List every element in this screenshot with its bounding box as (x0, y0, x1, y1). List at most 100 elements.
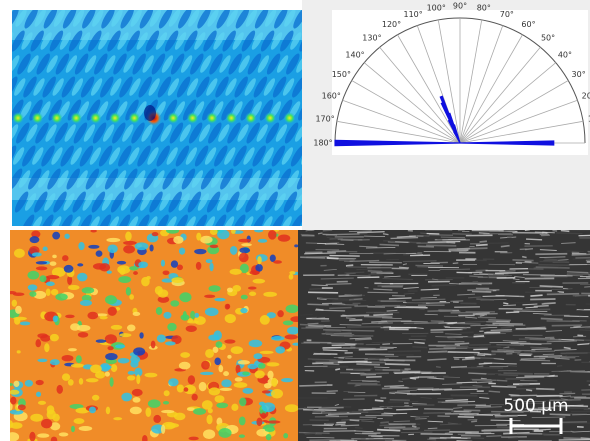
streak (354, 433, 377, 435)
streak (253, 76, 268, 98)
streak (377, 428, 401, 432)
streak (208, 122, 222, 144)
streak (61, 76, 76, 98)
streak (113, 53, 127, 75)
streak (535, 266, 570, 269)
streak (386, 309, 398, 312)
spoke (459, 120, 584, 144)
blob (156, 334, 166, 343)
blob (224, 313, 236, 324)
streak (136, 32, 148, 50)
streak (531, 348, 552, 350)
blob (24, 379, 34, 387)
streak (522, 255, 527, 259)
blob (194, 312, 200, 318)
streak (193, 214, 208, 226)
blob (173, 235, 184, 244)
streak (349, 298, 363, 301)
streak (476, 365, 484, 368)
streak (212, 214, 227, 226)
streak (150, 122, 164, 144)
streak (255, 193, 267, 211)
blob (235, 364, 241, 374)
blob (45, 281, 55, 287)
streak (325, 283, 352, 285)
streak (336, 421, 346, 424)
blob (129, 266, 139, 271)
streak (539, 285, 564, 288)
streak (57, 170, 69, 188)
streak (530, 294, 543, 297)
streak (333, 356, 353, 359)
blob (138, 261, 148, 269)
blob (157, 289, 169, 298)
streak (365, 247, 396, 249)
streak (557, 259, 569, 261)
streak (296, 55, 302, 73)
spoke (459, 62, 557, 144)
blob (254, 370, 265, 379)
streak (430, 328, 463, 331)
streak (276, 55, 289, 73)
blob (33, 290, 47, 299)
streak (163, 99, 178, 121)
blob (36, 391, 42, 397)
streak (278, 99, 293, 121)
streak (536, 394, 563, 398)
streak (155, 214, 169, 226)
streak (53, 10, 66, 27)
streak (59, 214, 73, 226)
streak (480, 377, 487, 380)
streak (322, 347, 355, 350)
blob (209, 230, 218, 236)
blob (288, 273, 294, 280)
blob (183, 387, 189, 392)
streak (198, 124, 211, 142)
peak (167, 112, 180, 124)
streak (220, 168, 234, 190)
blob (10, 396, 17, 405)
blob (209, 262, 214, 272)
streak (373, 347, 394, 350)
streak (72, 10, 85, 27)
blob (77, 272, 88, 282)
streak (111, 10, 123, 27)
blob (110, 364, 118, 373)
streak (280, 30, 294, 52)
streak (402, 332, 429, 335)
streak (104, 55, 116, 73)
streak (426, 232, 440, 235)
streak (486, 435, 502, 438)
streak (40, 32, 52, 50)
streak (126, 30, 140, 52)
streak (78, 214, 92, 226)
streak (268, 170, 280, 188)
streak (307, 303, 329, 306)
streak (371, 320, 388, 323)
blob (247, 363, 258, 370)
streak (457, 293, 475, 296)
streak (495, 271, 529, 275)
streak (418, 371, 431, 374)
streak (359, 372, 389, 375)
streak (122, 124, 134, 142)
blob (163, 311, 172, 319)
streak (579, 329, 590, 331)
angle-label: 170° (315, 115, 334, 124)
streak (237, 124, 249, 142)
blob (242, 387, 254, 394)
streak (181, 168, 196, 190)
streak (402, 263, 408, 266)
streak (159, 193, 171, 211)
streak (98, 32, 110, 50)
streak (17, 53, 31, 75)
streak (571, 253, 590, 256)
streak (172, 170, 184, 188)
streak (488, 318, 511, 322)
streak (388, 297, 412, 300)
streak (184, 216, 196, 226)
blob (171, 277, 184, 283)
blob (55, 293, 68, 301)
angle-label: 30° (572, 70, 586, 79)
blob (263, 382, 272, 389)
